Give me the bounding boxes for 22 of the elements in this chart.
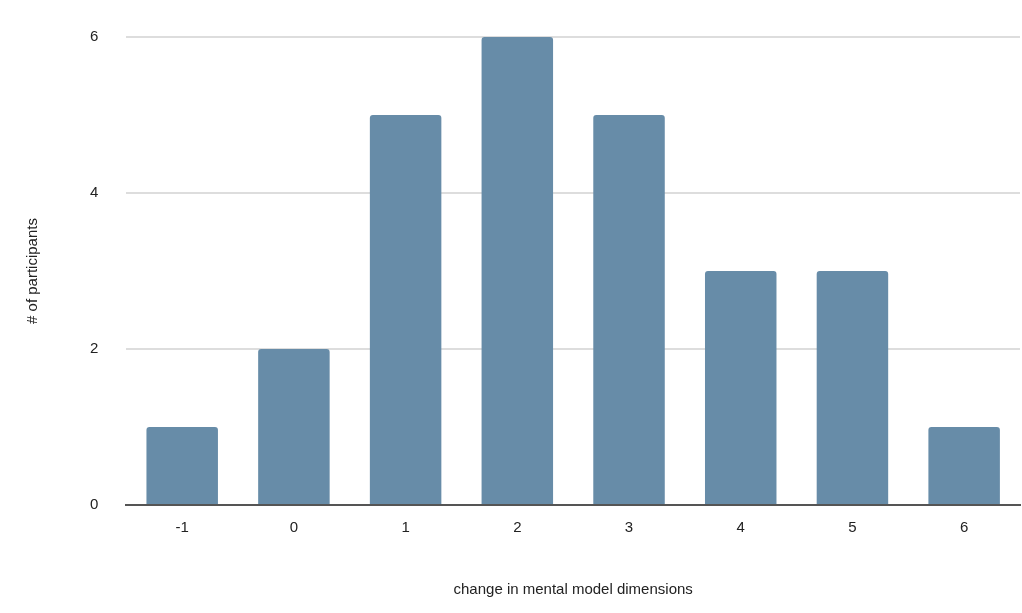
bar xyxy=(816,271,889,504)
y-axis-title: # of participants xyxy=(23,218,41,324)
bar xyxy=(928,427,1000,504)
x-tick-label: 2 xyxy=(513,518,522,536)
x-tick-label: -1 xyxy=(175,518,189,536)
x-tick-label: 5 xyxy=(848,518,857,536)
bar xyxy=(593,115,665,504)
bar xyxy=(146,427,218,504)
x-tick-label: 6 xyxy=(959,518,969,536)
x-tick-label: 3 xyxy=(624,518,634,536)
bar xyxy=(704,271,777,504)
bar xyxy=(258,349,330,504)
x-tick-label: 1 xyxy=(401,518,410,536)
bar xyxy=(481,37,554,504)
y-tick-label: 6 xyxy=(90,27,99,45)
bar xyxy=(369,115,442,504)
y-tick-label: 0 xyxy=(90,495,99,513)
y-tick-label: 4 xyxy=(90,183,99,201)
x-tick-label: 4 xyxy=(736,518,745,536)
x-tick-label: 0 xyxy=(289,518,299,536)
x-axis-title: change in mental model dimensions xyxy=(453,580,693,598)
y-tick-label: 2 xyxy=(90,339,99,357)
